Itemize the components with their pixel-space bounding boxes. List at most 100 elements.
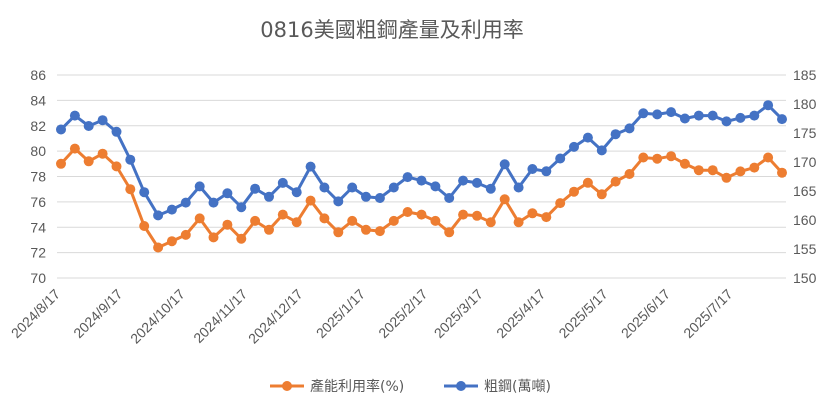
data-point[interactable] bbox=[513, 217, 524, 228]
data-point[interactable] bbox=[458, 175, 469, 186]
data-point[interactable] bbox=[596, 189, 607, 200]
data-point[interactable] bbox=[693, 110, 704, 121]
data-point[interactable] bbox=[319, 213, 330, 224]
data-point[interactable] bbox=[361, 191, 371, 202]
data-point[interactable] bbox=[180, 229, 191, 240]
data-point[interactable] bbox=[374, 193, 385, 203]
data-point[interactable] bbox=[749, 110, 760, 121]
data-point[interactable] bbox=[83, 156, 94, 167]
data-point[interactable] bbox=[763, 100, 774, 111]
data-point[interactable] bbox=[416, 209, 427, 220]
data-point[interactable] bbox=[582, 132, 593, 143]
data-point[interactable] bbox=[250, 183, 261, 194]
data-point[interactable] bbox=[153, 242, 164, 253]
data-point[interactable] bbox=[236, 202, 247, 213]
data-point[interactable] bbox=[402, 207, 413, 217]
data-point[interactable] bbox=[236, 233, 247, 244]
data-point[interactable] bbox=[444, 227, 455, 238]
data-point[interactable] bbox=[166, 204, 177, 215]
data-point[interactable] bbox=[458, 209, 469, 220]
data-point[interactable] bbox=[97, 115, 108, 126]
data-point[interactable] bbox=[485, 217, 496, 228]
data-point[interactable] bbox=[430, 181, 441, 192]
data-point[interactable] bbox=[638, 108, 649, 119]
data-point[interactable] bbox=[527, 208, 538, 219]
data-point[interactable] bbox=[388, 215, 399, 226]
data-point[interactable] bbox=[333, 196, 344, 207]
data-point[interactable] bbox=[749, 162, 760, 173]
data-point[interactable] bbox=[374, 226, 385, 237]
data-point[interactable] bbox=[472, 210, 482, 221]
data-point[interactable] bbox=[139, 221, 150, 231]
data-point[interactable] bbox=[125, 184, 136, 195]
data-point[interactable] bbox=[430, 215, 441, 226]
data-point[interactable] bbox=[416, 175, 427, 186]
data-point[interactable] bbox=[388, 182, 399, 193]
data-point[interactable] bbox=[97, 148, 108, 159]
data-point[interactable] bbox=[69, 143, 80, 154]
data-point[interactable] bbox=[166, 236, 177, 247]
data-point[interactable] bbox=[596, 145, 607, 156]
data-point[interactable] bbox=[569, 141, 579, 152]
data-point[interactable] bbox=[180, 197, 191, 208]
data-point[interactable] bbox=[638, 152, 649, 163]
data-point[interactable] bbox=[402, 172, 413, 183]
data-point[interactable] bbox=[194, 181, 205, 192]
data-point[interactable] bbox=[624, 169, 635, 179]
data-point[interactable] bbox=[250, 215, 261, 226]
data-point[interactable] bbox=[56, 124, 66, 135]
data-point[interactable] bbox=[56, 158, 66, 169]
data-point[interactable] bbox=[541, 166, 552, 177]
data-point[interactable] bbox=[305, 195, 316, 206]
data-point[interactable] bbox=[472, 177, 482, 188]
data-point[interactable] bbox=[610, 129, 621, 140]
data-point[interactable] bbox=[194, 213, 205, 224]
data-point[interactable] bbox=[69, 110, 80, 121]
data-point[interactable] bbox=[111, 126, 122, 137]
data-point[interactable] bbox=[777, 167, 787, 178]
data-point[interactable] bbox=[305, 161, 316, 172]
data-point[interactable] bbox=[444, 193, 455, 203]
data-point[interactable] bbox=[735, 112, 746, 123]
data-point[interactable] bbox=[499, 194, 510, 205]
data-point[interactable] bbox=[264, 224, 274, 235]
data-point[interactable] bbox=[679, 158, 690, 169]
data-point[interactable] bbox=[139, 187, 150, 198]
data-point[interactable] bbox=[222, 188, 233, 199]
data-point[interactable] bbox=[111, 161, 122, 172]
data-point[interactable] bbox=[693, 165, 704, 176]
data-point[interactable] bbox=[347, 215, 358, 226]
data-point[interactable] bbox=[555, 153, 566, 164]
data-point[interactable] bbox=[485, 183, 496, 194]
data-point[interactable] bbox=[707, 165, 718, 176]
data-point[interactable] bbox=[652, 153, 663, 164]
data-point[interactable] bbox=[707, 110, 718, 121]
data-point[interactable] bbox=[541, 212, 552, 223]
data-point[interactable] bbox=[763, 152, 774, 163]
data-point[interactable] bbox=[569, 186, 579, 197]
data-point[interactable] bbox=[679, 113, 690, 124]
data-point[interactable] bbox=[735, 166, 746, 177]
data-point[interactable] bbox=[222, 219, 233, 230]
data-point[interactable] bbox=[610, 176, 621, 187]
data-point[interactable] bbox=[527, 164, 538, 174]
data-point[interactable] bbox=[652, 109, 663, 120]
data-point[interactable] bbox=[264, 191, 274, 202]
data-point[interactable] bbox=[125, 154, 136, 165]
data-point[interactable] bbox=[333, 227, 344, 238]
data-point[interactable] bbox=[582, 177, 593, 188]
data-point[interactable] bbox=[666, 107, 677, 118]
data-point[interactable] bbox=[277, 177, 288, 188]
data-point[interactable] bbox=[499, 159, 510, 170]
legend-item-output[interactable]: 粗鋼(萬噸) bbox=[444, 379, 551, 395]
data-point[interactable] bbox=[361, 224, 371, 235]
data-point[interactable] bbox=[721, 172, 732, 183]
data-point[interactable] bbox=[513, 182, 524, 193]
data-point[interactable] bbox=[721, 116, 732, 127]
data-point[interactable] bbox=[208, 232, 219, 243]
data-point[interactable] bbox=[208, 197, 219, 208]
data-point[interactable] bbox=[277, 209, 288, 220]
data-point[interactable] bbox=[347, 182, 358, 193]
data-point[interactable] bbox=[291, 217, 302, 228]
data-point[interactable] bbox=[666, 151, 677, 162]
